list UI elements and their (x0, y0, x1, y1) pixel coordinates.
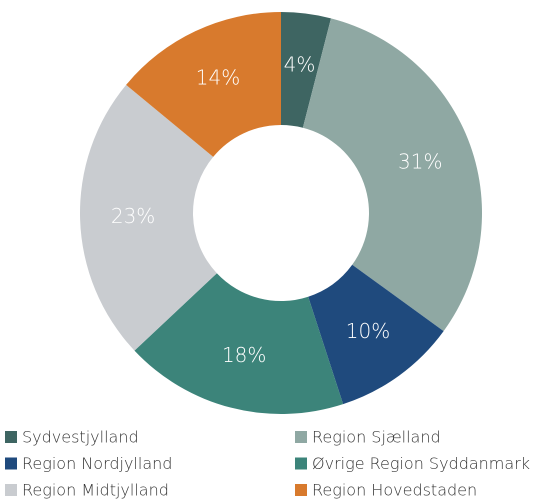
slice-label: 31% (398, 149, 442, 173)
legend-label: Øvrige Region Syddanmark (312, 454, 530, 473)
slice-label: 14% (196, 66, 240, 90)
legend-label: Region Midtjylland (22, 481, 169, 500)
donut-slice (80, 84, 217, 351)
donut-slice (126, 12, 282, 157)
legend-label: Region Sjælland (312, 428, 441, 447)
donut-slice (302, 18, 482, 332)
donut-slice (134, 273, 344, 414)
legend-swatch (5, 484, 17, 496)
legend-swatch (295, 431, 307, 443)
donut-slice (281, 12, 331, 128)
slice-label: 4% (284, 53, 316, 77)
legend-swatch (295, 457, 307, 470)
legend-swatch (5, 431, 17, 443)
donut-slice (308, 264, 444, 405)
legend-label: Region Hovedstaden (312, 481, 477, 500)
legend-label: Region Nordjylland (22, 454, 172, 473)
slice-label: 23% (111, 204, 155, 228)
slice-label: 18% (222, 343, 266, 367)
legend-swatch (295, 484, 307, 496)
slice-label: 10% (346, 319, 390, 343)
legend-label: Sydvestjylland (22, 428, 139, 447)
legend-swatch (5, 457, 17, 470)
